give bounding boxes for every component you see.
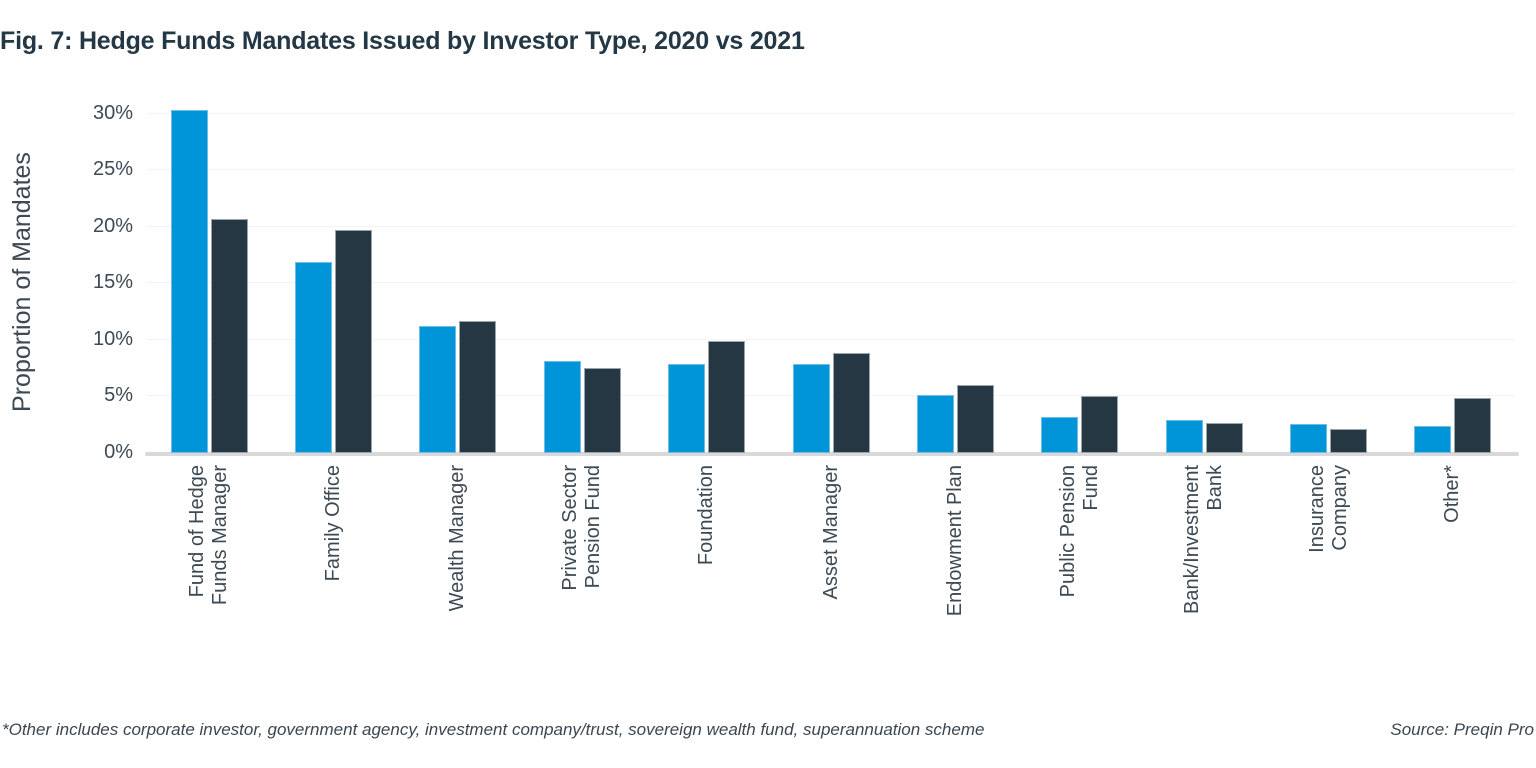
x-label-public-pension-fund: Public Pension Fund [1056, 465, 1102, 598]
bar-2020-endowment-plan [916, 395, 954, 453]
gridline-20 [147, 225, 1515, 227]
x-label-foundation: Foundation [695, 465, 718, 566]
x-label-insurance-company: Insurance Company [1305, 465, 1351, 553]
bar-2021-endowment-plan [956, 385, 994, 453]
bar-2020-public-pension-fund [1041, 416, 1079, 453]
gridline-30 [147, 112, 1515, 114]
bar-2021-public-pension-fund [1081, 396, 1119, 453]
x-label-wealth-manager: Wealth Manager [446, 465, 469, 612]
bar-2020-fund-of-hedge-funds-manager [170, 110, 208, 453]
y-tick-15: 15% [92, 271, 133, 294]
x-label-asset-manager: Asset Manager [819, 465, 842, 600]
y-tick-5: 5% [104, 384, 133, 407]
bar-2020-bank-investment-bank [1165, 420, 1203, 453]
bar-2021-other [1454, 397, 1492, 453]
source-credit: Source: Preqin Pro [1390, 720, 1534, 739]
gridline-10 [147, 338, 1515, 340]
bar-2021-foundation [708, 341, 746, 453]
x-label-private-sector-pension-fund: Private Sector Pension Fund [559, 465, 605, 591]
y-tick-25: 25% [92, 158, 133, 181]
gridline-5 [147, 395, 1515, 397]
y-tick-0: 0% [104, 441, 133, 463]
x-label-bank-investment-bank: Bank/Investment Bank [1181, 465, 1227, 614]
x-label-other: Other* [1441, 465, 1464, 523]
bar-2021-asset-manager [832, 353, 870, 453]
bar-2021-wealth-manager [459, 320, 497, 453]
bar-2021-fund-of-hedge-funds-manager [210, 218, 248, 453]
bar-2021-bank-investment-bank [1205, 422, 1243, 453]
bar-2020-private-sector-pension-fund [543, 361, 581, 453]
x-label-fund-of-hedge-funds-manager: Fund of Hedge Funds Manager [186, 465, 232, 606]
bar-2020-wealth-manager [419, 326, 457, 453]
bar-2021-insurance-company [1330, 429, 1367, 453]
y-tick-10: 10% [92, 327, 133, 350]
bar-2020-family-office [295, 261, 332, 453]
chart-footer: *Other includes corporate investor, gove… [2, 720, 1534, 740]
bar-2020-foundation [668, 363, 706, 453]
gridline-15 [147, 282, 1515, 284]
figure-title: Fig. 7: Hedge Funds Mandates Issued by I… [0, 27, 805, 55]
gridline-25 [147, 169, 1515, 171]
footnote: *Other includes corporate investor, gove… [2, 720, 985, 739]
bar-2020-other [1414, 425, 1452, 453]
x-axis-line [145, 452, 1519, 456]
bar-2020-insurance-company [1290, 423, 1327, 453]
y-tick-20: 20% [92, 214, 133, 237]
y-tick-30: 30% [92, 101, 133, 124]
bar-2021-private-sector-pension-fund [583, 368, 621, 453]
x-label-endowment-plan: Endowment Plan [943, 465, 966, 617]
x-label-family-office: Family Office [322, 465, 344, 582]
bar-2020-asset-manager [792, 363, 830, 453]
bar-2021-family-office [335, 230, 372, 453]
